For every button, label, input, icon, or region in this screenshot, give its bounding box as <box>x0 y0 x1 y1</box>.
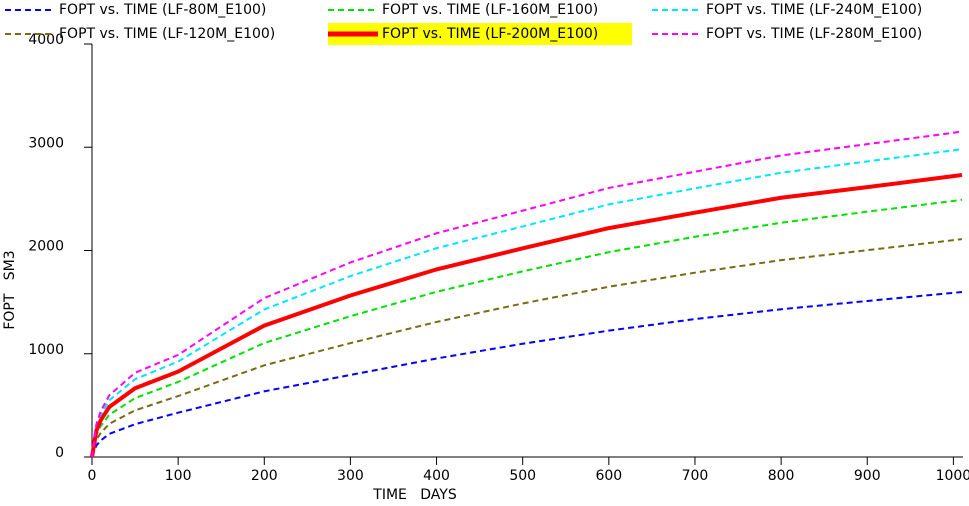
series-line <box>91 148 963 458</box>
x-tick-label: 700 <box>682 468 709 484</box>
x-tick-label: 600 <box>595 468 622 484</box>
x-tick-label: 100 <box>165 468 192 484</box>
series-line <box>90 172 963 458</box>
legend-label: FOPT vs. TIME (LF-160M_E100) <box>382 2 598 18</box>
x-tick-label: 800 <box>768 468 795 484</box>
x-tick-label: 400 <box>423 468 450 484</box>
legend-label: FOPT vs. TIME (LF-240M_E100) <box>706 2 922 18</box>
series-line <box>91 238 963 458</box>
legend-highlight <box>328 23 632 45</box>
legend-label: FOPT vs. TIME (LF-80M_E100) <box>59 2 266 18</box>
legend-label: FOPT vs. TIME (LF-200M_E100) <box>382 26 598 42</box>
x-tick-label: 0 <box>88 468 97 484</box>
y-tick-label: 3000 <box>28 135 64 151</box>
x-axis-label: TIME DAYS <box>372 487 457 503</box>
x-tick-label: 200 <box>251 468 278 484</box>
y-axis-label: FOPT SM3 <box>2 250 18 329</box>
y-tick-label: 2000 <box>28 239 64 255</box>
legend-label: FOPT vs. TIME (LF-120M_E100) <box>59 26 275 42</box>
series-line <box>91 198 963 458</box>
y-tick-label: 4000 <box>28 32 64 48</box>
x-tick-label: 300 <box>337 468 364 484</box>
x-tick-label: 1000 <box>936 468 969 484</box>
x-tick-label: 900 <box>854 468 881 484</box>
series-line <box>91 291 963 458</box>
series-line <box>91 130 963 458</box>
legend-label: FOPT vs. TIME (LF-280M_E100) <box>706 26 922 42</box>
y-tick-label: 1000 <box>28 342 64 358</box>
y-tick-label: 0 <box>55 445 64 461</box>
x-tick-label: 500 <box>509 468 536 484</box>
